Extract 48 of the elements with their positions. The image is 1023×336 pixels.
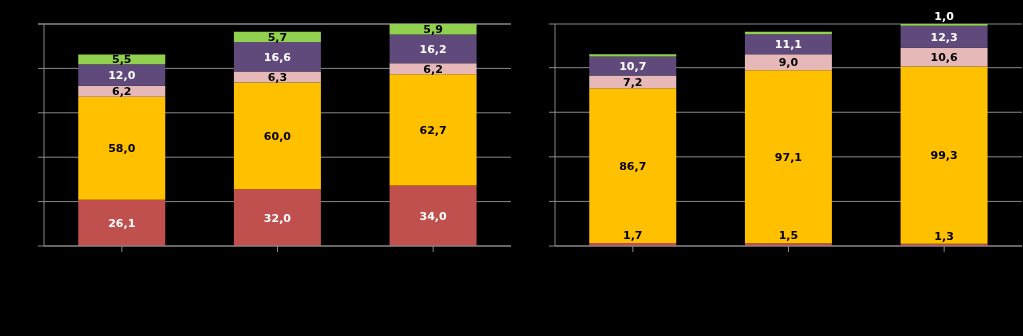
data-label: 1,5 bbox=[778, 229, 799, 243]
bar bbox=[900, 25, 988, 48]
data-label: 34,0 bbox=[419, 209, 447, 223]
data-label: 16,2 bbox=[419, 42, 447, 56]
data-label: 58,0 bbox=[108, 142, 136, 156]
data-label: 16,6 bbox=[263, 50, 292, 64]
data-label: 99,3 bbox=[930, 149, 958, 163]
data-label: 6,2 bbox=[112, 85, 132, 99]
bar bbox=[78, 64, 166, 86]
data-label: 12,3 bbox=[930, 30, 958, 44]
data-label: 62,7 bbox=[419, 123, 447, 137]
bar bbox=[233, 189, 321, 246]
data-label: 1,3 bbox=[934, 229, 954, 243]
data-label: 1,0 bbox=[934, 10, 955, 23]
data-label: 5,7 bbox=[267, 30, 288, 44]
data-label: 5,5 bbox=[112, 53, 132, 67]
bar bbox=[389, 74, 477, 186]
bar bbox=[744, 70, 832, 244]
data-label: 10,6 bbox=[930, 51, 958, 65]
bar bbox=[744, 34, 832, 55]
data-label: 11,1 bbox=[774, 38, 802, 52]
data-label: 7,2 bbox=[623, 75, 643, 89]
data-label: 26,1 bbox=[108, 216, 136, 230]
data-label: 86,7 bbox=[619, 159, 647, 173]
data-label: 5,9 bbox=[423, 23, 443, 37]
bar bbox=[900, 47, 988, 67]
bar bbox=[233, 71, 321, 83]
data-label: 97,1 bbox=[774, 150, 802, 164]
data-label: 10,7 bbox=[619, 59, 647, 73]
bar bbox=[900, 66, 988, 244]
data-label: 6,2 bbox=[423, 62, 443, 76]
bar bbox=[233, 82, 321, 190]
bar bbox=[389, 63, 477, 75]
bar bbox=[78, 96, 166, 200]
bar bbox=[589, 54, 677, 57]
data-label: 6,3 bbox=[267, 71, 288, 85]
bar bbox=[389, 185, 477, 246]
data-label: 12,0 bbox=[108, 68, 136, 82]
bar bbox=[589, 88, 677, 243]
bar bbox=[744, 54, 832, 71]
bar bbox=[78, 199, 166, 246]
data-label: 1,7 bbox=[623, 228, 643, 242]
data-label: 9,0 bbox=[778, 56, 799, 70]
bar bbox=[589, 56, 677, 76]
bar bbox=[233, 41, 321, 72]
data-label: 32,0 bbox=[263, 211, 292, 225]
data-label: 60,0 bbox=[263, 129, 292, 143]
bar bbox=[389, 34, 477, 64]
